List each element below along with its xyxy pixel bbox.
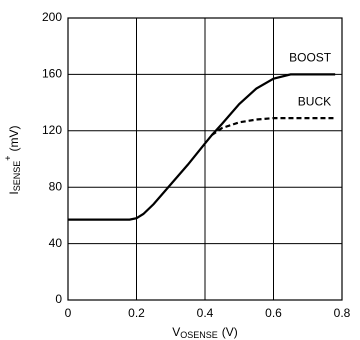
series-label: BUCK bbox=[298, 94, 331, 108]
series-line bbox=[68, 73, 336, 221]
y-tick-label: 40 bbox=[49, 236, 63, 250]
y-tick-label: 160 bbox=[42, 67, 62, 81]
y-axis-label: ISENSE+ (mV) bbox=[3, 125, 22, 194]
x-tick-label: 0.4 bbox=[197, 306, 214, 320]
x-tick-label: 0 bbox=[65, 306, 72, 320]
series-label: BOOST bbox=[289, 51, 332, 65]
x-label-unit: (V) bbox=[222, 325, 238, 339]
x-tick-label: 0.8 bbox=[334, 306, 351, 320]
y-tick-label: 200 bbox=[42, 10, 62, 24]
series-line bbox=[211, 117, 336, 136]
x-axis-label: VOSENSE (V) bbox=[172, 325, 238, 340]
x-tick-label: 0.2 bbox=[128, 306, 145, 320]
y-label-sup: + bbox=[3, 155, 13, 160]
y-tick-label: 0 bbox=[55, 292, 62, 306]
x-label-main: V bbox=[172, 325, 180, 339]
y-tick-label: 80 bbox=[49, 179, 63, 193]
y-label-sub: SENSE bbox=[12, 161, 22, 192]
x-label-sub: OSENSE bbox=[180, 330, 218, 340]
x-tick-label: 0.6 bbox=[265, 306, 282, 320]
y-tick-label: 120 bbox=[42, 123, 62, 137]
y-label-main: I bbox=[7, 191, 21, 194]
y-label-unit: (mV) bbox=[7, 125, 21, 151]
